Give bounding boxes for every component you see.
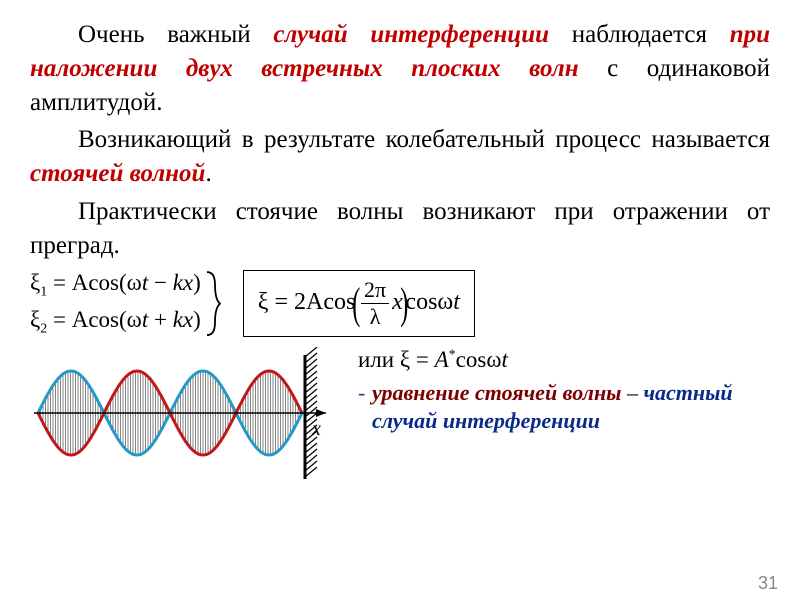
bottom-row: x или ξ = A*cosωt уравнение стоячей волн… (30, 347, 770, 487)
text: – (621, 380, 643, 405)
text: Очень важный (78, 21, 273, 48)
text: наблюдается (549, 21, 730, 48)
alt-equation: или ξ = A*cosωt (358, 347, 770, 373)
standing-wave-diagram: x (30, 347, 340, 487)
emphasis-dark-red: уравнение стоячей волны (372, 380, 621, 405)
text: Возникающий в результате колебательный п… (78, 126, 770, 153)
emphasis-red: стоячей волной (30, 160, 205, 187)
fraction-num: 2π (361, 279, 389, 304)
slide-number: 31 (758, 573, 778, 594)
brace-icon (203, 270, 221, 337)
text: Практически стоячие волны возникают при … (30, 198, 770, 259)
bullet-definition: уравнение стоячей волны – частный случай… (358, 379, 770, 434)
emphasis-red: случай интерференции (273, 21, 549, 48)
fraction-den: λ (361, 304, 389, 328)
text: . (205, 160, 211, 187)
paragraph-3: Практически стоячие волны возникают при … (30, 195, 770, 263)
main-equation-box: ξ = 2Acos(2πλx)cosωt (243, 270, 475, 337)
paragraph-1: Очень важный случай интерференции наблюд… (30, 18, 770, 119)
formula-row: ξ1 = Acos(ωt − kx) ξ2 = Acos(ωt + kx) ξ … (30, 270, 770, 337)
paragraph-2: Возникающий в результате колебательный п… (30, 123, 770, 191)
or-word: или (358, 347, 400, 372)
equation-system: ξ1 = Acos(ωt − kx) ξ2 = Acos(ωt + kx) (30, 270, 219, 337)
right-column: или ξ = A*cosωt уравнение стоячей волны … (358, 347, 770, 487)
